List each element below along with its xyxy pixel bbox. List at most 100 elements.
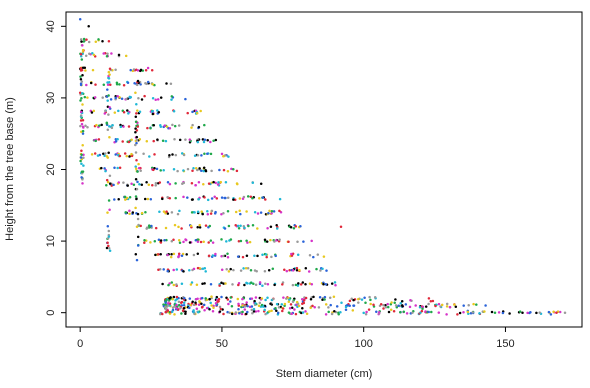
data-point (168, 304, 172, 307)
data-point (162, 169, 165, 172)
data-point (350, 297, 353, 300)
points-layer (78, 17, 567, 316)
data-point (304, 282, 307, 286)
data-point (190, 126, 193, 129)
data-point (170, 310, 174, 314)
data-point (105, 184, 108, 187)
data-point (157, 110, 161, 114)
data-point (392, 309, 396, 313)
data-point (116, 166, 119, 170)
data-point (182, 301, 186, 305)
data-point (159, 312, 162, 316)
data-point (373, 296, 377, 299)
data-point (167, 302, 170, 305)
data-point (150, 110, 154, 113)
data-point (165, 298, 168, 301)
data-point (265, 255, 268, 259)
data-point (263, 308, 266, 312)
data-point (166, 180, 170, 184)
data-point (220, 152, 224, 156)
data-point (126, 81, 130, 85)
data-point (133, 82, 136, 85)
data-point (128, 212, 131, 216)
data-point (263, 238, 267, 241)
data-point (102, 83, 106, 86)
data-point (154, 184, 157, 187)
data-point (243, 283, 246, 287)
data-point (170, 98, 173, 101)
data-point (549, 313, 553, 316)
data-point (84, 124, 87, 128)
data-point (395, 306, 399, 309)
data-point (272, 297, 275, 301)
data-point (301, 281, 305, 284)
data-point (200, 306, 204, 309)
data-point (154, 226, 158, 230)
data-point (227, 155, 230, 158)
data-point (107, 40, 111, 43)
data-point (161, 282, 164, 286)
data-point (143, 238, 146, 242)
data-point (121, 140, 124, 143)
data-point (427, 297, 431, 300)
plot-frame (65, 11, 583, 328)
data-point (192, 309, 195, 312)
data-point (195, 307, 199, 311)
data-point (79, 52, 83, 56)
data-point (288, 306, 292, 310)
data-point (220, 281, 223, 285)
data-point (278, 209, 281, 213)
data-point (80, 122, 84, 126)
data-point (201, 267, 205, 271)
data-point (210, 169, 213, 173)
data-point (250, 305, 254, 308)
data-point (137, 223, 140, 227)
data-point (265, 240, 269, 243)
data-point (112, 183, 115, 187)
data-point (285, 269, 289, 273)
data-point (80, 91, 84, 95)
data-point (191, 300, 194, 303)
data-point (95, 123, 98, 127)
data-point (223, 227, 227, 230)
data-point (490, 310, 494, 314)
data-point (384, 303, 387, 307)
data-point (467, 312, 470, 316)
data-point (114, 96, 117, 100)
data-point (177, 303, 181, 307)
data-point (158, 181, 162, 184)
data-point (209, 212, 213, 215)
data-point (134, 178, 138, 181)
data-point (159, 124, 162, 127)
data-point (258, 197, 261, 200)
data-point (384, 305, 388, 309)
data-point (179, 307, 182, 310)
data-point (249, 281, 253, 285)
data-point (102, 52, 105, 55)
data-point (166, 212, 170, 215)
data-point (108, 67, 112, 71)
data-point (204, 270, 207, 273)
data-point (501, 311, 505, 315)
data-point (241, 304, 244, 307)
data-point (118, 83, 121, 86)
data-point (227, 270, 231, 273)
data-point (201, 212, 204, 216)
data-point (256, 227, 259, 230)
data-point (94, 83, 97, 86)
data-point (82, 156, 85, 160)
data-point (88, 52, 91, 55)
data-point (118, 154, 122, 158)
data-point (246, 304, 249, 308)
data-point (168, 126, 172, 130)
data-point (188, 138, 192, 141)
data-point (169, 82, 173, 85)
data-point (294, 283, 298, 287)
data-point (102, 152, 105, 156)
data-point (116, 137, 119, 141)
data-point (234, 210, 238, 214)
data-point (175, 283, 178, 286)
data-point (108, 73, 111, 76)
data-point (173, 138, 176, 141)
data-point (397, 304, 400, 307)
